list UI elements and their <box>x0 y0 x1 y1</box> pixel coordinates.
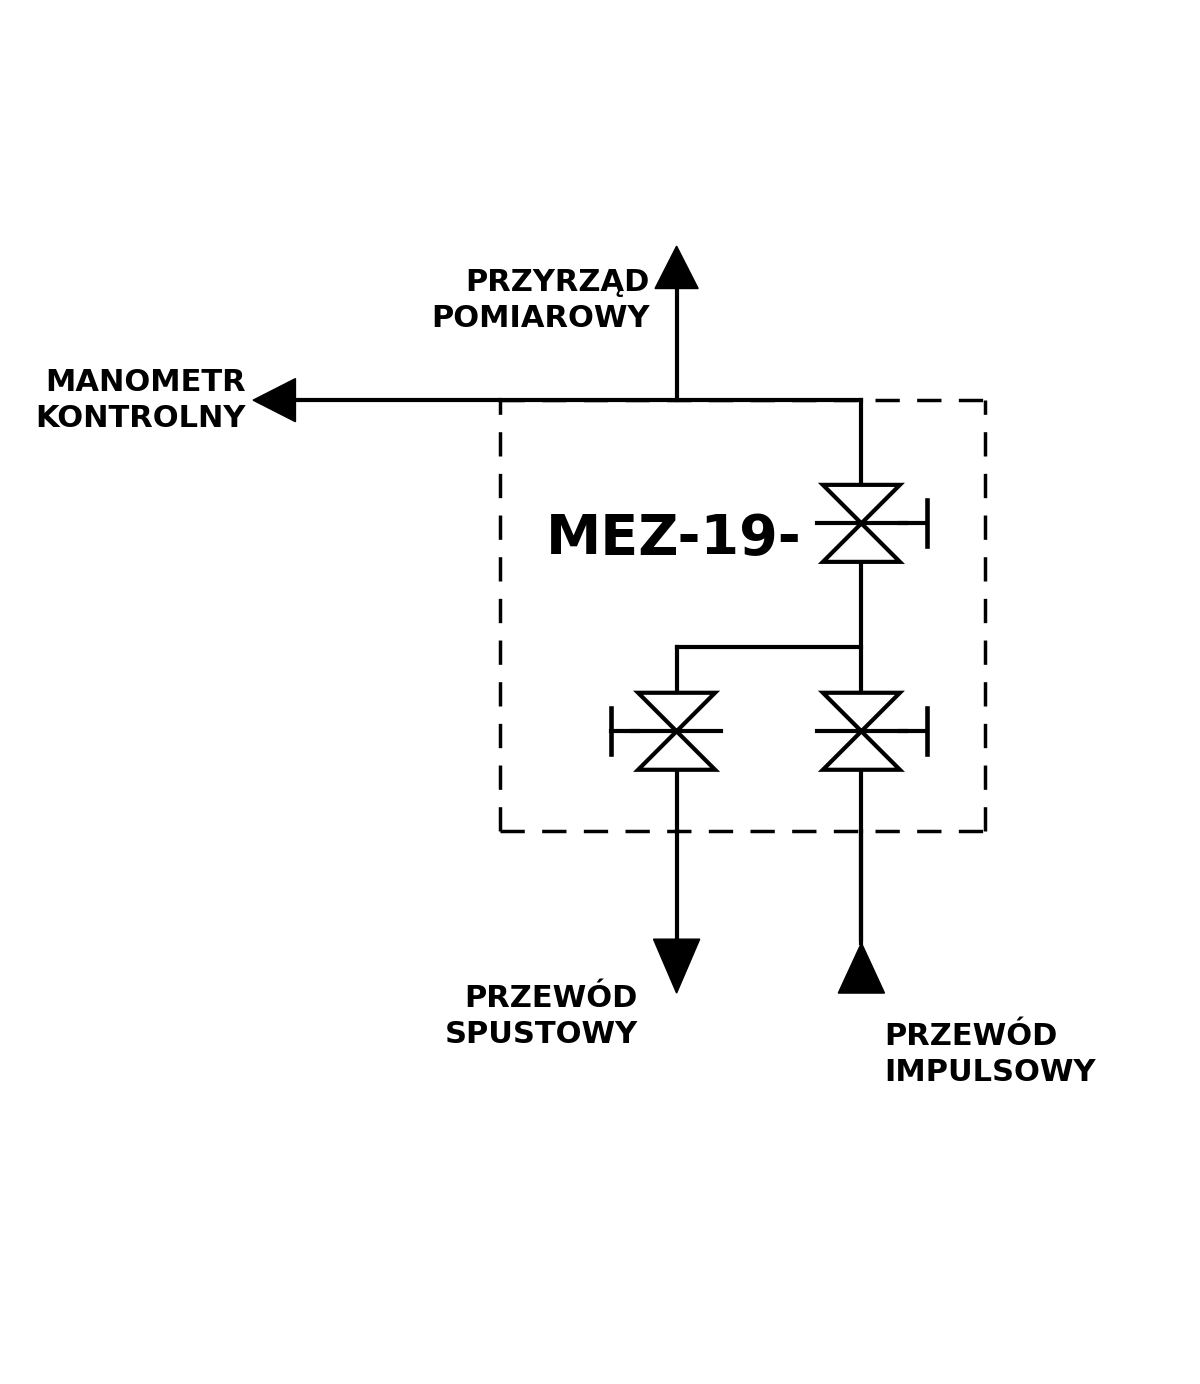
Polygon shape <box>654 940 700 994</box>
Polygon shape <box>655 246 698 288</box>
Polygon shape <box>823 731 900 770</box>
Text: MEZ-19-: MEZ-19- <box>546 512 802 566</box>
Polygon shape <box>253 379 295 422</box>
Text: PRZYRZĄD
POMIAROWY: PRZYRZĄD POMIAROWY <box>431 267 649 332</box>
Polygon shape <box>839 943 884 994</box>
Polygon shape <box>638 731 715 770</box>
Polygon shape <box>823 484 900 523</box>
Polygon shape <box>823 523 900 562</box>
Polygon shape <box>638 693 715 731</box>
Text: MANOMETR
KONTROLNY: MANOMETR KONTROLNY <box>35 368 245 433</box>
Text: PRZEWÓD
SPUSTOWY: PRZEWÓD SPUSTOWY <box>445 984 638 1049</box>
Polygon shape <box>823 693 900 731</box>
Text: PRZEWÓD
IMPULSOWY: PRZEWÓD IMPULSOWY <box>884 1023 1096 1086</box>
